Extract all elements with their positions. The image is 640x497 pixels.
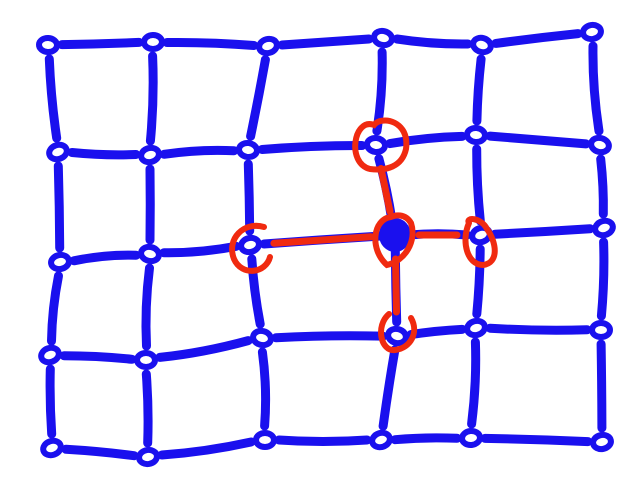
lattice-edge-h-1-4 xyxy=(485,131,591,149)
lattice-node-0-2 xyxy=(256,35,280,57)
lattice-edge-v-0-4 xyxy=(472,54,486,126)
lattice-node-1-0 xyxy=(46,141,70,163)
lattice-node-3-3 xyxy=(385,325,409,347)
center-node xyxy=(379,218,411,252)
lattice-edge-v-0-2 xyxy=(246,55,270,141)
lattice-edge-v-3-4 xyxy=(467,337,481,429)
lattice-edge-v-2-0 xyxy=(47,271,63,346)
lattice-node-3-2 xyxy=(250,327,274,349)
lattice-edge-h-4-0 xyxy=(61,444,139,461)
lattice-node-1-2 xyxy=(236,139,260,161)
lattice-edge-h-1-3 xyxy=(385,131,467,149)
lattice-node-0-5 xyxy=(580,21,604,43)
lattice-edge-h-1-1 xyxy=(159,145,239,159)
lattice-node-3-1 xyxy=(134,349,158,371)
lattice-edge-h-3-1 xyxy=(155,336,253,362)
highlight-link-left xyxy=(270,233,375,247)
lattice-node-3-4 xyxy=(464,317,488,339)
lattice-edge-h-0-4 xyxy=(491,29,583,48)
lattice-edge-h-3-4 xyxy=(485,323,592,335)
lattice-node-2-0 xyxy=(48,251,72,273)
lattice-edge-v-2-5 xyxy=(596,237,609,321)
lattice-node-4-2 xyxy=(253,430,277,450)
lattice-node-4-4 xyxy=(459,427,483,449)
lattice-edge-h-0-1 xyxy=(162,37,259,50)
lattice-node-0-1 xyxy=(141,31,165,53)
lattice-node-0-3 xyxy=(371,27,395,49)
lattice-edge-v-3-3 xyxy=(378,345,400,431)
lattice-edge-v-2-4 xyxy=(472,244,485,319)
lattice-edge-h-4-3 xyxy=(390,433,462,445)
lattice-node-1-1 xyxy=(138,144,162,166)
lattice-edge-h-4-2 xyxy=(274,435,372,447)
lattice-edge-h-3-0 xyxy=(59,351,137,364)
lattice-edge-v-0-5 xyxy=(588,41,604,136)
lattice-edge-h-4-1 xyxy=(157,437,256,460)
lattice-node-0-4 xyxy=(470,34,494,56)
lattice-node-4-5 xyxy=(590,431,614,453)
lattice-edge-v-2-1 xyxy=(141,263,154,351)
lattice-edge-v-1-2 xyxy=(243,159,255,236)
lattice-edge-h-4-4 xyxy=(480,433,593,447)
highlight-loop-left xyxy=(229,222,273,274)
lattice-edge-v-3-2 xyxy=(257,347,271,431)
lattice-node-2-1 xyxy=(138,243,162,265)
lattice-edge-h-1-2 xyxy=(257,140,367,154)
lattice-edge-v-1-5 xyxy=(596,154,608,219)
center-node-highlight xyxy=(372,212,416,269)
lattice-node-4-0 xyxy=(40,437,64,459)
lattice-edge-v-2-2 xyxy=(247,254,265,329)
lattice-node-0-0 xyxy=(36,34,60,56)
lattice-edge-h-2-0 xyxy=(69,250,141,266)
highlight-loop-right xyxy=(462,216,498,269)
lattice-node-4-1 xyxy=(136,446,160,468)
lattice-node-4-3 xyxy=(369,429,393,451)
lattice-node-3-0 xyxy=(38,344,62,366)
highlight-link-down xyxy=(392,255,400,316)
lattice-edge-v-0-0 xyxy=(44,54,62,143)
lattice-edge-h-0-0 xyxy=(57,37,144,50)
lattice-edge-v-3-5 xyxy=(596,339,607,433)
lattice-edge-v-0-1 xyxy=(145,51,158,146)
lattice-node-1-4 xyxy=(464,124,488,146)
lattice-node-2-2 xyxy=(238,234,262,256)
lattice-node-1-5 xyxy=(588,134,612,156)
highlight-loop-down xyxy=(378,311,418,353)
lattice-node-3-5 xyxy=(589,320,613,340)
lattice-edge-h-1-0 xyxy=(67,148,141,160)
lattice-edge-v-1-4 xyxy=(472,144,485,226)
lattice-edge-v-3-1 xyxy=(141,369,153,448)
lattice-edge-h-2-1 xyxy=(159,241,241,258)
lattice-edge-h-0-3 xyxy=(392,34,473,49)
highlight-loop-up xyxy=(352,117,410,173)
lattice-node-1-3 xyxy=(364,134,388,156)
lattice-node-2-5 xyxy=(592,217,616,239)
lattice-edge-h-0-2 xyxy=(277,34,374,50)
lattice-edge-h-2-4 xyxy=(490,224,595,239)
lattice-edge-h-3-3 xyxy=(406,324,467,340)
lattice-edge-v-3-0 xyxy=(45,364,57,439)
highlight-link-up xyxy=(377,165,394,215)
lattice-edge-h-3-2 xyxy=(271,331,388,343)
lattice-edge-v-1-0 xyxy=(53,161,65,253)
